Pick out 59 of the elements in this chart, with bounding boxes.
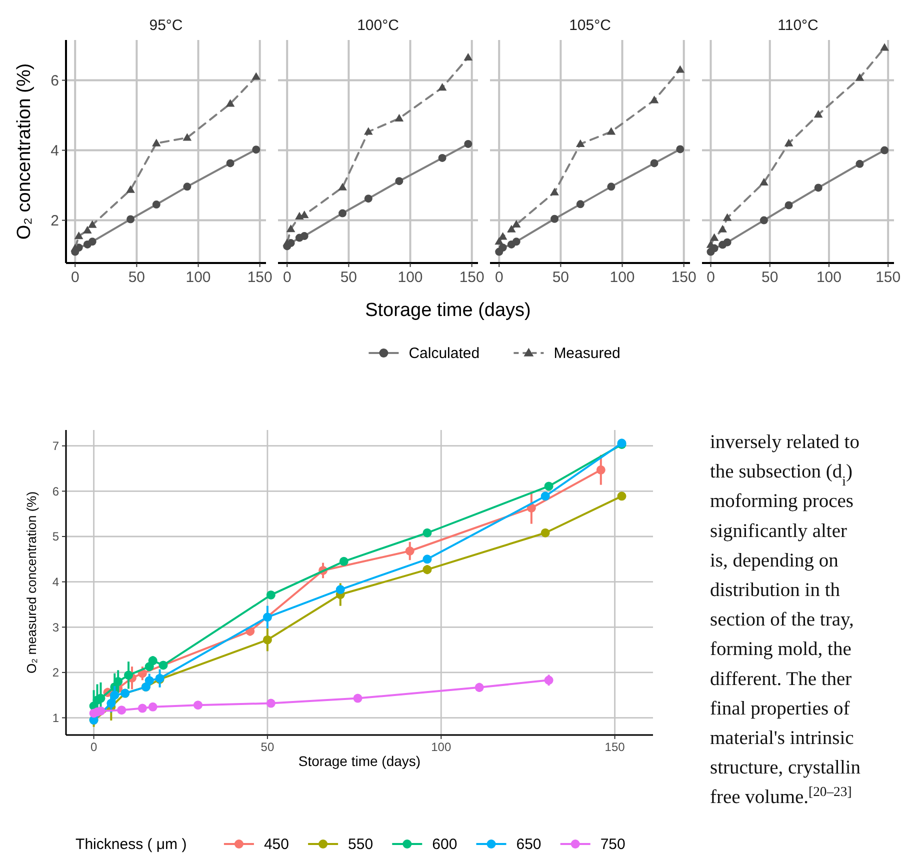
legend-title: Thickness ( μm ) [76,836,187,853]
x-tick-label: 150 [671,269,696,286]
text: material's intrinsic [710,728,854,749]
x-tick-label: 50 [260,740,274,754]
x-tick-label: 50 [340,269,358,286]
y-axis-title: O₂ concentration (%) [14,63,35,240]
x-tick-label: 50 [552,269,570,286]
legend-label: 750 [600,836,626,853]
text: structure, crystallin [710,758,861,779]
x-tick-label: 0 [706,269,715,286]
x-axis-title: Storage time (days) [298,753,421,769]
legend-label: 600 [432,836,458,853]
x-tick-label: 150 [876,269,901,286]
x-tick-label: 100 [186,269,211,286]
text: is, depending on [710,550,839,572]
text: free volume.$^{[20–23]}$ [710,784,852,808]
text: final properties of [710,698,850,720]
y-axis-title: O₂ measured concentration (%) [24,491,39,674]
y-tick-label: 2 [50,212,59,230]
y-tick-label: 5 [52,530,60,544]
text: moforming proces [710,491,854,512]
text: inversely related to [710,432,860,453]
legend-label: 450 [264,836,289,853]
y-tick-label: 6 [52,484,60,498]
legend-label: Measured [554,345,620,362]
x-tick-label: 50 [762,269,778,286]
y-tick-label: 3 [52,620,60,634]
y-tick-label: 4 [50,142,59,160]
text: forming mold, the [710,639,852,660]
x-tick-label: 100 [610,269,635,286]
x-tick-label: 0 [70,269,80,286]
y-tick-label: 6 [50,72,59,90]
x-tick-label: 100 [398,269,423,286]
text: distribution in th [710,580,840,601]
text: different. The ther [710,668,852,690]
x-axis-title: Storage time (days) [365,300,531,321]
text: section of the tray, [710,610,854,631]
chart-title: 110°C [778,17,819,34]
x-tick-label: 150 [459,269,484,286]
x-tick-label: 0 [90,740,98,754]
x-tick-label: 150 [247,269,272,286]
y-tick-label: 2 [52,666,60,680]
x-tick-label: 100 [431,740,452,754]
x-tick-label: 50 [128,269,146,286]
chart-title: 100°C [357,17,400,34]
x-tick-label: 0 [494,269,504,286]
chart-title: 105°C [569,17,612,34]
text: the subsection (d$_{i}$) [710,462,852,488]
x-tick-label: 100 [816,269,842,286]
text: significantly alter [710,520,848,542]
legend-label: Calculated [408,345,480,362]
legend-label: 650 [516,836,542,853]
x-tick-label: 0 [282,269,292,286]
y-tick-label: 7 [52,439,60,454]
chart-title: 95°C [149,17,183,34]
x-tick-label: 150 [604,740,626,754]
y-tick-label: 1 [52,710,60,725]
y-tick-label: 4 [52,575,60,590]
legend-label: 550 [348,836,374,853]
